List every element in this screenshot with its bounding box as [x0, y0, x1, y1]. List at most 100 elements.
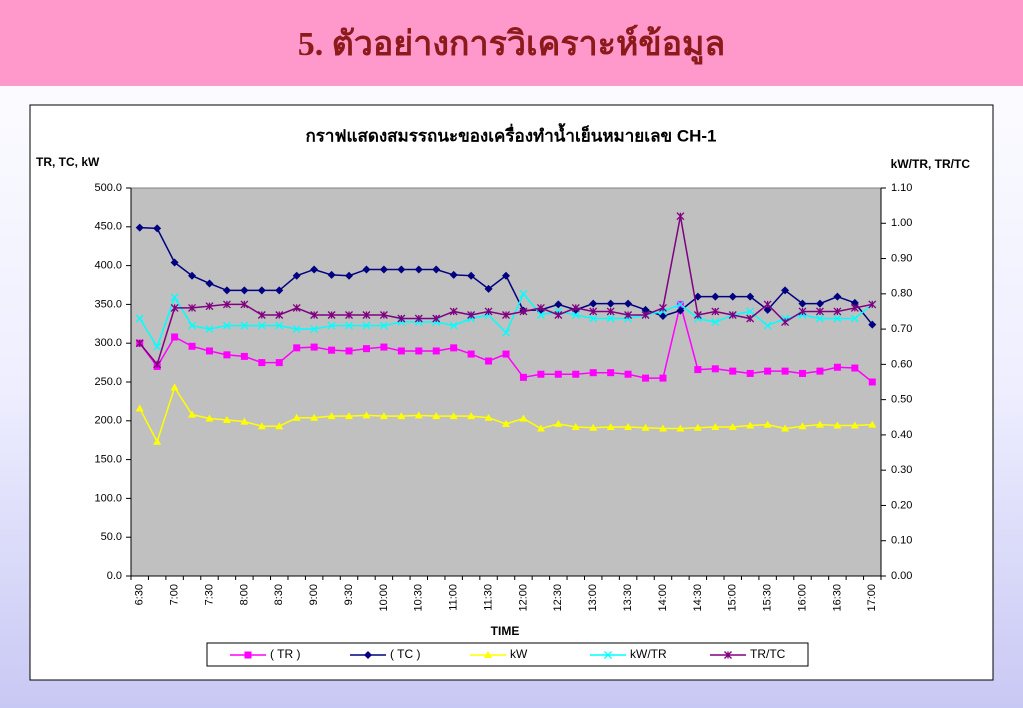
y2-tick-label: 0.90	[891, 252, 912, 264]
y2-tick-label: 0.60	[891, 358, 912, 370]
data-point	[868, 420, 877, 428]
data-point	[589, 369, 597, 377]
x-tick-label: 14:00	[657, 584, 669, 612]
data-point	[449, 412, 458, 420]
y2-tick-label: 0.10	[891, 535, 912, 547]
data-point	[135, 314, 144, 323]
y-tick-label: 450.0	[94, 221, 122, 233]
data-point	[222, 321, 231, 330]
data-point	[275, 422, 284, 430]
y2-tick-label: 1.10	[891, 182, 912, 194]
data-point	[257, 321, 266, 330]
legend-marker	[244, 651, 252, 659]
data-point	[693, 423, 702, 431]
data-point	[292, 303, 301, 312]
data-point	[379, 311, 388, 319]
data-point	[362, 265, 371, 274]
data-point	[362, 321, 371, 330]
y-tick-label: 100.0	[94, 492, 122, 504]
data-point	[606, 299, 615, 308]
data-point	[345, 271, 354, 280]
data-point	[188, 410, 197, 418]
data-point	[153, 342, 162, 351]
data-point	[275, 359, 283, 367]
data-point	[135, 339, 144, 348]
data-point	[746, 421, 755, 429]
data-point	[693, 314, 702, 323]
data-point	[694, 366, 702, 374]
data-point	[432, 347, 440, 355]
slide-title: 5. ตัวอย่างการวิเคราะห์ข้อมูล	[297, 26, 726, 63]
y2-tick-label: 0.50	[891, 394, 912, 406]
x-tick-label: 6:30	[134, 584, 146, 605]
y-axis-label: TR, TC, kW	[36, 155, 100, 169]
data-point	[798, 299, 807, 308]
data-point	[502, 311, 510, 319]
data-point	[607, 369, 615, 377]
data-point	[345, 412, 354, 420]
data-point	[362, 411, 371, 419]
data-point	[205, 325, 214, 334]
data-point	[240, 286, 249, 295]
data-point	[746, 307, 755, 316]
data-point	[205, 279, 214, 288]
data-point	[589, 314, 598, 323]
data-point	[205, 414, 214, 422]
data-point	[222, 300, 231, 309]
data-point	[345, 311, 353, 319]
y-tick-label: 200.0	[94, 415, 122, 427]
data-point	[711, 365, 719, 373]
x-tick-label: 13:00	[587, 584, 599, 612]
legend-label: TR/TC	[750, 647, 786, 661]
data-point	[693, 311, 702, 319]
data-point	[485, 357, 493, 365]
data-point	[275, 321, 284, 330]
legend-label: kW/TR	[630, 647, 667, 661]
data-point	[833, 421, 842, 429]
data-point	[519, 373, 527, 381]
data-point	[729, 367, 737, 375]
data-point	[310, 325, 319, 334]
legend-marker	[484, 651, 492, 658]
data-point	[519, 289, 528, 298]
data-point	[763, 305, 772, 314]
data-point	[292, 413, 301, 421]
data-point	[467, 311, 476, 319]
data-point	[432, 318, 441, 326]
data-point	[205, 302, 214, 311]
data-point	[257, 422, 266, 430]
data-point	[519, 307, 528, 316]
x-tick-label: 7:00	[169, 584, 181, 605]
data-point	[799, 369, 807, 377]
data-point	[153, 224, 162, 233]
data-point	[728, 423, 737, 431]
data-point	[467, 350, 475, 358]
data-point	[624, 299, 633, 308]
data-point	[240, 352, 248, 360]
legend-marker	[604, 651, 612, 659]
data-point	[414, 314, 423, 323]
data-point	[502, 419, 510, 427]
x-tick-label: 8:30	[273, 584, 285, 605]
data-point	[728, 311, 737, 319]
data-point	[764, 367, 772, 375]
data-point	[659, 374, 667, 382]
y2-tick-label: 0.30	[891, 464, 912, 476]
x-tick-label: 10:00	[378, 584, 390, 612]
x-tick-label: 16:30	[831, 584, 843, 612]
x-tick-label: 8:00	[238, 584, 250, 605]
data-point	[554, 311, 563, 319]
data-point	[275, 311, 284, 319]
data-point	[222, 416, 231, 424]
y-tick-label: 0.0	[107, 570, 122, 582]
data-point	[170, 303, 179, 312]
data-point	[868, 378, 876, 386]
data-point	[188, 303, 197, 312]
data-point	[467, 271, 476, 280]
data-point	[450, 344, 458, 352]
data-point	[850, 421, 859, 429]
data-point	[170, 383, 179, 391]
y2-tick-label: 1.00	[891, 217, 912, 229]
data-point	[833, 292, 842, 301]
